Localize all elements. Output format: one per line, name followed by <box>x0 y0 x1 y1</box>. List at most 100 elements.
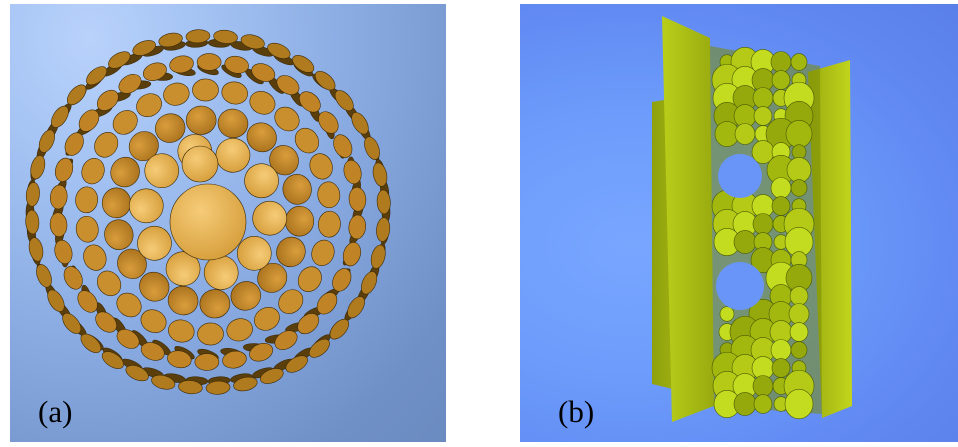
sphere-disk <box>64 132 84 156</box>
sphere-disk <box>78 109 100 132</box>
sphere-disk <box>118 74 142 94</box>
sphere-disk <box>316 292 338 315</box>
sphere-disk <box>274 106 300 132</box>
sheet-disk <box>752 213 774 235</box>
sheet-disk <box>785 120 813 148</box>
sphere-disk <box>129 188 164 224</box>
disk-sphere-render <box>25 29 391 395</box>
sphere-disk <box>318 210 341 238</box>
sphere-disk <box>108 51 131 69</box>
sphere-disk <box>49 212 68 237</box>
sphere-disk <box>217 108 249 139</box>
sphere-disk <box>221 81 248 105</box>
sheet-disk <box>771 196 791 216</box>
sphere-disk <box>104 219 134 250</box>
sphere-disk <box>158 32 183 48</box>
sphere-disk <box>167 350 192 369</box>
sphere-disk <box>101 187 132 219</box>
sphere-disk <box>77 290 98 313</box>
sheet-disk <box>733 230 757 254</box>
disk-sheet-render <box>652 16 852 422</box>
sphere-disk <box>36 264 52 288</box>
sphere-disk <box>276 75 300 95</box>
sphere-disk <box>62 312 82 334</box>
sphere-disk <box>169 55 194 74</box>
sphere-disk <box>28 237 44 262</box>
sphere-disk <box>97 270 122 297</box>
sheet-disk <box>790 341 808 359</box>
sphere-disk <box>348 214 366 240</box>
sphere-disk <box>140 309 167 333</box>
sphere-disk <box>168 319 195 343</box>
sphere-disk <box>185 105 217 135</box>
sphere-disk <box>75 186 98 214</box>
sphere-disk <box>285 355 308 373</box>
sphere-disk <box>246 122 277 153</box>
sphere-disk <box>226 318 253 342</box>
sphere-disk <box>260 368 284 384</box>
sphere-disk <box>361 271 378 295</box>
sphere-disk <box>194 353 220 371</box>
sheet-disk <box>770 51 792 73</box>
sphere-disk <box>252 200 287 236</box>
sphere-disk <box>278 289 304 314</box>
sphere-disk <box>230 281 261 311</box>
sphere-disk <box>163 82 190 106</box>
sphere-disk <box>267 42 291 59</box>
sphere-disk <box>199 289 231 319</box>
sphere-disk <box>181 145 219 183</box>
sheet-disk <box>790 53 808 71</box>
sphere-disk <box>372 162 388 187</box>
sphere-disk <box>136 93 162 118</box>
sphere-disk <box>55 157 74 182</box>
sheet-hole <box>716 262 764 310</box>
sphere-disk <box>116 292 142 318</box>
sphere-disk <box>192 78 219 102</box>
sphere-disk <box>347 296 365 319</box>
sphere-disk <box>140 342 165 361</box>
sphere-disk <box>142 62 167 81</box>
left-front-wall <box>662 16 714 422</box>
sphere-disk <box>276 236 306 268</box>
sheet-disk <box>733 392 757 416</box>
sphere-disk <box>284 205 315 237</box>
sphere-disk <box>342 242 361 267</box>
sphere-disk <box>297 266 322 292</box>
sphere-disk <box>213 29 238 44</box>
panel-b-render: (b) <box>520 4 958 442</box>
panel-label-a: (a) <box>38 394 73 429</box>
sphere-disk <box>311 239 335 266</box>
sphere-disk <box>376 189 391 215</box>
sphere-disk <box>274 330 298 350</box>
sphere-disk <box>222 350 247 369</box>
sphere-disk <box>297 313 320 335</box>
sheet-disk <box>752 375 774 397</box>
sphere-disk <box>38 129 55 153</box>
disk-sphere <box>25 29 391 395</box>
sphere-disk <box>317 181 341 209</box>
sphere-disk <box>95 311 117 333</box>
sphere-disk <box>318 111 339 134</box>
sheet-disk <box>770 339 792 361</box>
sphere-disk <box>178 380 203 395</box>
sheet-disk <box>719 306 735 322</box>
sphere-disk <box>83 244 107 271</box>
disk-sheet <box>711 46 815 419</box>
sphere-disk <box>101 351 124 369</box>
sphere-disk <box>308 338 330 358</box>
sphere-disk <box>343 159 362 185</box>
sphere-disk <box>376 217 391 242</box>
sphere-disk <box>51 105 69 128</box>
sphere-disk <box>167 285 199 316</box>
sphere-disk <box>112 110 138 135</box>
sheet-disk <box>784 388 814 419</box>
sheet-disk <box>789 322 809 342</box>
sheet-disk <box>788 303 810 325</box>
sphere-disk <box>63 266 83 290</box>
sphere-disk <box>144 153 180 189</box>
sphere-disk <box>282 174 312 205</box>
sphere-disk <box>50 184 68 210</box>
sheet-disk <box>753 394 773 414</box>
sphere-disk <box>86 66 108 86</box>
sphere-disk <box>66 84 87 106</box>
